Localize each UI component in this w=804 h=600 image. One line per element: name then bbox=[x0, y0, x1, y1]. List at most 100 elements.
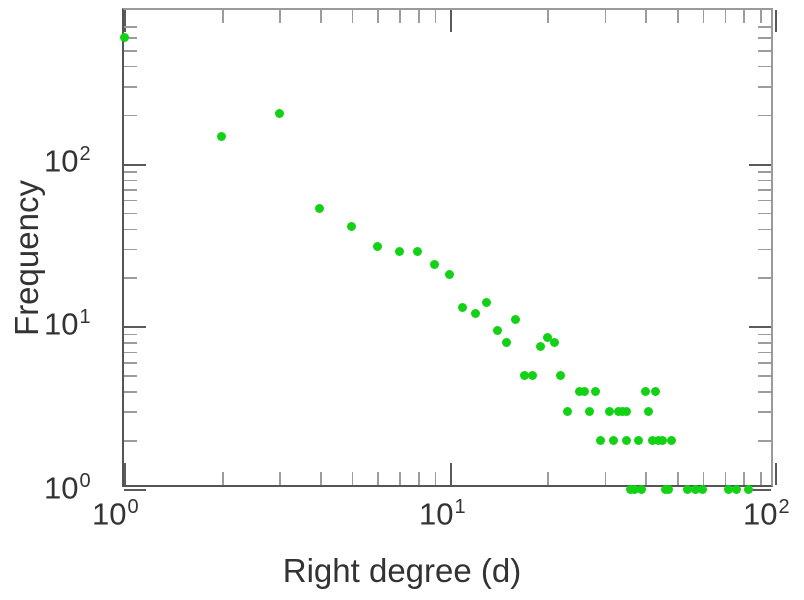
axis-tick bbox=[124, 171, 137, 173]
axis-tick bbox=[758, 114, 771, 117]
axis-tick bbox=[351, 472, 354, 485]
data-point bbox=[666, 435, 676, 445]
data-point bbox=[556, 370, 566, 380]
y-axis-title: Frequency bbox=[8, 180, 45, 336]
y-tick-mantissa: 10 bbox=[44, 143, 79, 179]
axis-tick bbox=[221, 472, 224, 485]
data-point bbox=[580, 386, 590, 396]
y-tick-mantissa: 10 bbox=[44, 306, 79, 342]
axis-tick bbox=[758, 375, 771, 377]
axis-tick bbox=[124, 37, 137, 39]
axis-tick bbox=[758, 362, 771, 365]
data-point bbox=[744, 484, 754, 494]
x-tick-label-1: 100 bbox=[92, 497, 139, 529]
data-point bbox=[492, 325, 502, 335]
data-point bbox=[458, 303, 468, 313]
data-point bbox=[629, 484, 639, 494]
y-tick-exponent: 0 bbox=[79, 470, 91, 492]
axis-tick bbox=[724, 10, 727, 23]
y-tick-label-100: 102 bbox=[44, 144, 91, 176]
axis-tick bbox=[279, 10, 281, 23]
data-point bbox=[663, 484, 673, 494]
axis-tick bbox=[124, 50, 137, 52]
data-point bbox=[430, 260, 440, 270]
data-point bbox=[347, 222, 356, 232]
axis-tick bbox=[604, 472, 607, 485]
axis-tick bbox=[124, 163, 146, 166]
x-tick-mantissa: 10 bbox=[419, 496, 454, 532]
data-point bbox=[644, 406, 654, 416]
axis-tick bbox=[124, 342, 137, 344]
data-point bbox=[511, 315, 521, 325]
data-point bbox=[640, 386, 650, 396]
data-point bbox=[585, 406, 595, 416]
axis-tick bbox=[749, 163, 771, 166]
axis-tick bbox=[221, 10, 224, 23]
axis-tick bbox=[124, 26, 137, 28]
data-point bbox=[637, 484, 647, 494]
data-point bbox=[622, 435, 632, 445]
axis-tick bbox=[124, 248, 137, 251]
axis-tick bbox=[417, 472, 420, 485]
data-point bbox=[119, 32, 129, 42]
y-tick-mantissa: 10 bbox=[44, 470, 79, 506]
data-point bbox=[609, 435, 619, 445]
axis-tick bbox=[758, 228, 771, 231]
axis-tick bbox=[124, 228, 137, 231]
data-point bbox=[633, 435, 643, 445]
axis-tick bbox=[547, 10, 550, 23]
data-point bbox=[520, 370, 529, 380]
axis-tick bbox=[399, 10, 401, 23]
axis-tick bbox=[319, 10, 322, 23]
x-tick-mantissa: 10 bbox=[743, 496, 778, 532]
axis-tick bbox=[724, 472, 727, 485]
axis-tick bbox=[124, 351, 137, 354]
data-point bbox=[604, 406, 614, 416]
axis-tick bbox=[758, 188, 771, 191]
x-tick-mantissa: 10 bbox=[92, 496, 127, 532]
axis-tick bbox=[758, 333, 771, 336]
axis-tick bbox=[319, 472, 322, 485]
axis-tick bbox=[547, 472, 550, 485]
axis-tick bbox=[758, 199, 771, 202]
axis-tick bbox=[702, 10, 705, 23]
axis-tick bbox=[604, 10, 607, 23]
axis-tick bbox=[758, 248, 771, 251]
axis-tick bbox=[760, 472, 762, 485]
axis-tick bbox=[351, 10, 354, 23]
axis-tick bbox=[124, 114, 137, 117]
axis-tick bbox=[124, 179, 137, 182]
axis-tick bbox=[124, 489, 146, 491]
x-axis-title: Right degree (d) bbox=[282, 552, 522, 589]
axis-tick bbox=[758, 65, 771, 68]
axis-tick bbox=[749, 326, 771, 329]
axis-tick bbox=[758, 411, 771, 413]
data-point bbox=[535, 342, 545, 352]
data-point bbox=[372, 242, 382, 251]
data-point bbox=[502, 337, 512, 347]
data-point bbox=[590, 386, 600, 396]
axis-tick bbox=[758, 212, 771, 215]
axis-tick bbox=[758, 342, 771, 344]
axis-tick bbox=[124, 212, 137, 215]
axis-tick bbox=[124, 65, 137, 68]
data-point bbox=[731, 484, 741, 494]
axis-tick bbox=[758, 440, 771, 442]
axis-tick bbox=[449, 10, 452, 32]
axis-tick bbox=[377, 10, 379, 23]
y-tick-exponent: 2 bbox=[79, 143, 91, 165]
x-tick-exponent: 1 bbox=[454, 496, 466, 518]
data-point bbox=[651, 386, 661, 396]
data-point bbox=[657, 435, 667, 445]
axis-tick bbox=[775, 10, 777, 32]
axis-tick bbox=[775, 463, 777, 485]
axis-tick bbox=[399, 472, 401, 485]
data-point bbox=[683, 484, 693, 494]
axis-tick bbox=[677, 472, 679, 485]
axis-tick bbox=[449, 463, 452, 485]
axis-tick bbox=[758, 37, 771, 39]
x-tick-label-10: 101 bbox=[419, 497, 466, 529]
axis-tick bbox=[758, 391, 771, 393]
data-point bbox=[595, 435, 605, 445]
